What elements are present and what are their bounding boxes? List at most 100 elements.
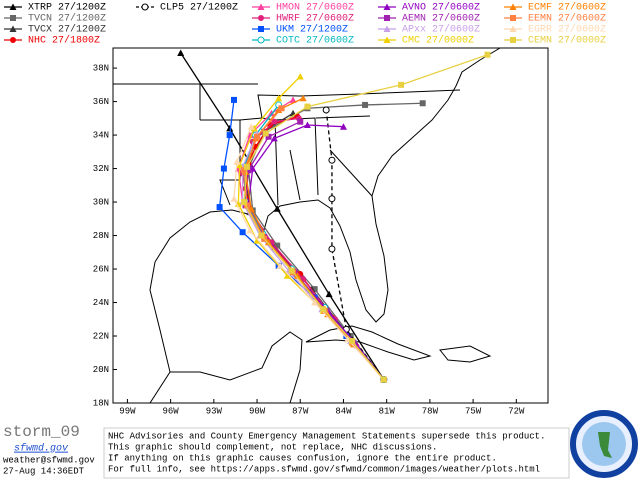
- legend-label: HMON 27/0600Z: [276, 2, 354, 14]
- marker: [230, 195, 238, 202]
- marker: [265, 133, 272, 140]
- map-base: [113, 48, 501, 403]
- y-tick-label: 26N: [93, 264, 109, 274]
- marker: [297, 118, 304, 125]
- coastline: [149, 48, 501, 403]
- logo: [570, 410, 638, 478]
- marker: [262, 130, 269, 137]
- storm-id: storm_09: [3, 423, 80, 441]
- x-tick-label: 87W: [292, 406, 309, 416]
- marker: [339, 123, 347, 130]
- x-tick-label: 72W: [508, 406, 525, 416]
- marker: [220, 165, 227, 172]
- x-tick-label: 93W: [206, 406, 223, 416]
- marker: [241, 199, 248, 206]
- x-tick-label: 84W: [335, 406, 352, 416]
- marker: [278, 105, 285, 112]
- marker: [233, 158, 241, 165]
- marker: [322, 106, 330, 114]
- marker: [349, 338, 356, 345]
- track-line: [244, 116, 385, 380]
- marker: [257, 3, 265, 10]
- footer-line: If anything on this graphic causes confu…: [108, 453, 497, 463]
- footer-line: This graphic should complement, not repl…: [108, 442, 437, 452]
- axes: 99W 96W 93W 90W 87W 84W 81W 78W 75W 72W 18N 20N 22N 2…: [93, 63, 525, 416]
- track-line: [247, 102, 423, 380]
- tracks: [177, 49, 491, 384]
- marker: [299, 94, 307, 102]
- legend-label: AEMN 27/0600Z: [402, 13, 480, 25]
- track-line: [180, 52, 385, 380]
- track-line: [244, 112, 385, 380]
- marker: [10, 37, 16, 43]
- marker: [328, 156, 336, 164]
- marker: [230, 96, 237, 103]
- yucatan-coast: [170, 331, 303, 403]
- marker: [419, 100, 426, 107]
- site: sfwmd.gov: [14, 443, 69, 455]
- y-tick-label: 24N: [93, 298, 109, 308]
- marker: [247, 123, 255, 130]
- y-tick-label: 20N: [93, 365, 109, 375]
- marker: [510, 37, 516, 43]
- marker: [275, 94, 283, 102]
- marker: [258, 232, 265, 239]
- marker: [509, 25, 517, 32]
- marker: [267, 109, 275, 117]
- marker: [177, 49, 185, 57]
- marker: [9, 25, 17, 32]
- marker: [226, 124, 234, 132]
- marker: [328, 245, 336, 253]
- marker: [258, 15, 264, 21]
- legend-label: ECMF 27/0600Z: [528, 2, 606, 14]
- marker: [325, 290, 333, 298]
- y-tick-label: 38N: [93, 63, 109, 73]
- marker: [265, 238, 273, 246]
- legend-label: EEMN 27/0600Z: [528, 13, 606, 25]
- footer-box: [103, 427, 570, 479]
- track-line: [218, 99, 385, 380]
- track-line: [233, 126, 385, 380]
- y-tick-label: 32N: [93, 164, 109, 174]
- map-frame: [112, 47, 549, 404]
- legend-label: UKM 27/1200Z: [276, 24, 348, 36]
- marker: [509, 3, 517, 10]
- legend-label: NHC 27/1800Z: [28, 35, 100, 47]
- marker: [362, 101, 369, 108]
- marker: [236, 161, 244, 169]
- legend-label: COTC 27/0600Z: [276, 35, 354, 47]
- track-line: [243, 107, 385, 380]
- x-tick-label: 81W: [379, 406, 396, 416]
- marker: [383, 25, 391, 32]
- x-tick-label: 99W: [119, 406, 136, 416]
- legend-label: TVCX 27/1200Z: [28, 24, 106, 36]
- marker: [250, 124, 258, 132]
- x-tick-label: 90W: [249, 406, 266, 416]
- marker: [243, 202, 250, 209]
- marker: [303, 121, 311, 129]
- email: weather@sfwmd.gov: [3, 455, 95, 465]
- marker: [216, 204, 223, 211]
- marker: [484, 51, 491, 58]
- footer-line: NHC Advisories and County Emergency Mana…: [108, 431, 545, 441]
- marker: [328, 195, 336, 203]
- marker: [380, 376, 387, 383]
- legend-label: CEMN 27/0000Z: [528, 35, 606, 47]
- marker: [226, 132, 233, 139]
- marker: [304, 103, 311, 110]
- marker: [320, 306, 327, 313]
- footer-line: For full info, see https://apps.sfwmd.go…: [108, 464, 540, 474]
- marker: [9, 3, 17, 10]
- marker: [384, 15, 390, 21]
- y-tick-label: 36N: [93, 97, 109, 107]
- marker: [141, 3, 149, 11]
- marker: [288, 267, 295, 274]
- marker: [274, 242, 281, 249]
- x-tick-label: 96W: [163, 406, 180, 416]
- marker: [311, 286, 318, 293]
- track-line: [325, 109, 385, 380]
- y-tick-label: 34N: [93, 130, 109, 140]
- y-tick-label: 30N: [93, 197, 109, 207]
- marker: [258, 26, 264, 32]
